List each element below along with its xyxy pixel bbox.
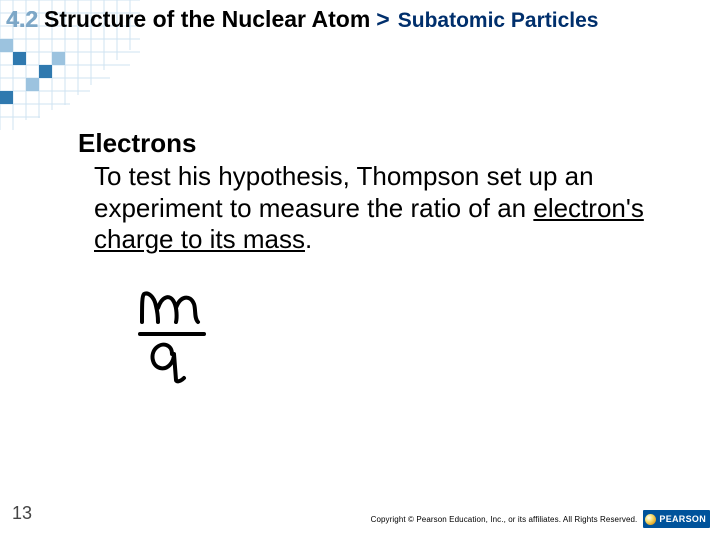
page-number: 13 <box>12 503 32 524</box>
pearson-logo: PEARSON <box>643 510 710 528</box>
copyright-text: Copyright © Pearson Education, Inc., or … <box>371 515 638 524</box>
slide: 4.2 Structure of the Nuclear Atom > Suba… <box>0 0 720 540</box>
handwritten-fraction <box>134 284 224 389</box>
subsection-title: Subatomic Particles <box>398 9 599 33</box>
body-pre: To test his hypothesis, Thompson set up … <box>94 161 594 223</box>
footer: Copyright © Pearson Education, Inc., or … <box>371 510 710 528</box>
pearson-globe-icon <box>645 514 656 525</box>
section-title: Structure of the Nuclear Atom <box>44 6 370 33</box>
content-body: To test his hypothesis, Thompson set up … <box>94 161 678 256</box>
content-block: Electrons To test his hypothesis, Thomps… <box>78 128 678 256</box>
content-heading: Electrons <box>78 128 678 159</box>
breadcrumb-caret: > <box>376 6 389 33</box>
pearson-wordmark: PEARSON <box>659 514 706 524</box>
section-number: 4.2 <box>6 6 38 33</box>
body-post: . <box>305 224 312 254</box>
header: 4.2 Structure of the Nuclear Atom > Suba… <box>0 6 720 33</box>
